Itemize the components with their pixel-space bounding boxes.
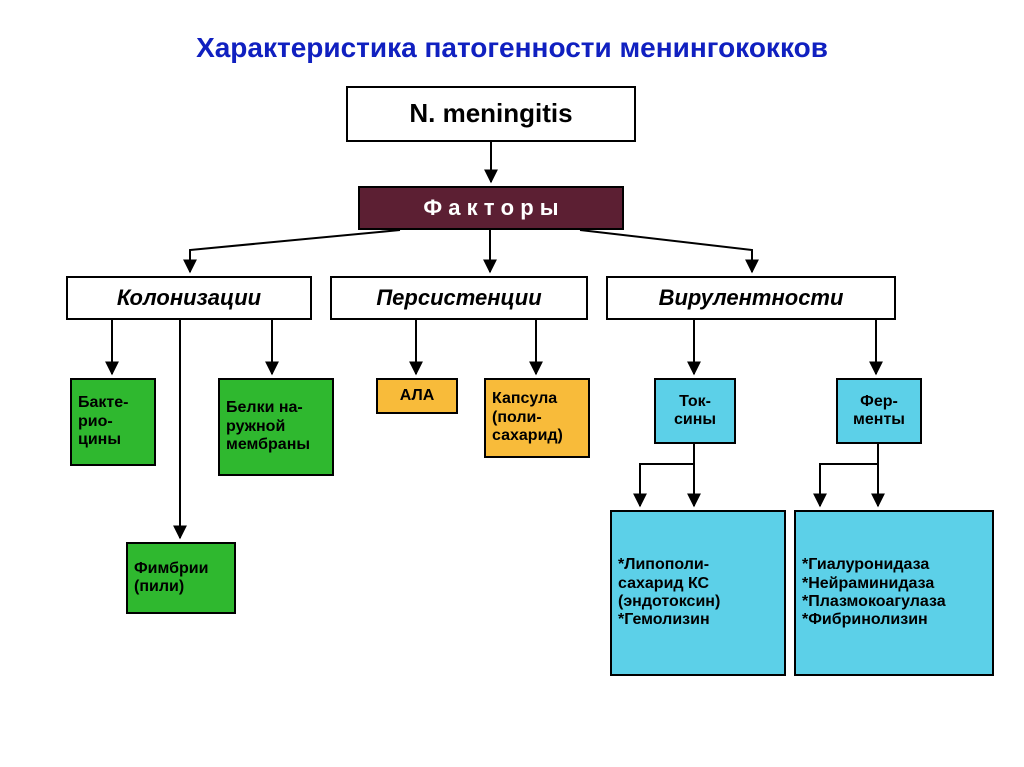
node-fermlist: *Гиалуронидаза *Нейраминидаза *Плазмокоа… [794, 510, 994, 676]
node-pers: Персистенции [330, 276, 588, 320]
node-fimb: Фимбрии (пили) [126, 542, 236, 614]
node-tox: Ток- сины [654, 378, 736, 444]
diagram-title: Характеристика патогенности менингококко… [0, 32, 1024, 64]
node-vir-label: Вирулентности [659, 285, 844, 310]
edge-arrow [640, 464, 694, 506]
node-ferm: Фер- менты [836, 378, 922, 444]
node-vir: Вирулентности [606, 276, 896, 320]
node-ala: АЛА [376, 378, 458, 414]
node-caps-label: Капсула (поли- сахарид) [492, 390, 563, 445]
node-col: Колонизации [66, 276, 312, 320]
node-bact: Бакте- рио- цины [70, 378, 156, 466]
node-toxlist-label: *Липополи- сахарид КС (эндотоксин) *Гемо… [618, 556, 720, 630]
node-omp-label: Белки на- ружной мембраны [226, 399, 310, 454]
node-factors-label: Ф а к т о р ы [423, 195, 558, 220]
node-fimb-label: Фимбрии (пили) [134, 560, 208, 597]
node-toxlist: *Липополи- сахарид КС (эндотоксин) *Гемо… [610, 510, 786, 676]
node-pers-label: Персистенции [376, 285, 541, 310]
node-caps: Капсула (поли- сахарид) [484, 378, 590, 458]
node-ala-label: АЛА [400, 387, 435, 405]
node-fermlist-label: *Гиалуронидаза *Нейраминидаза *Плазмокоа… [802, 556, 946, 630]
node-root: N. meningitis [346, 86, 636, 142]
node-bact-label: Бакте- рио- цины [78, 394, 128, 449]
node-factors: Ф а к т о р ы [358, 186, 624, 230]
edge-arrow [580, 230, 752, 272]
node-col-label: Колонизации [117, 285, 261, 310]
node-ferm-label: Фер- менты [853, 393, 905, 430]
node-root-label: N. meningitis [409, 99, 572, 129]
diagram-stage: Характеристика патогенности менингококко… [0, 0, 1024, 767]
edge-arrow [820, 464, 878, 506]
node-tox-label: Ток- сины [674, 393, 716, 430]
node-omp: Белки на- ружной мембраны [218, 378, 334, 476]
edge-arrow [190, 230, 400, 272]
